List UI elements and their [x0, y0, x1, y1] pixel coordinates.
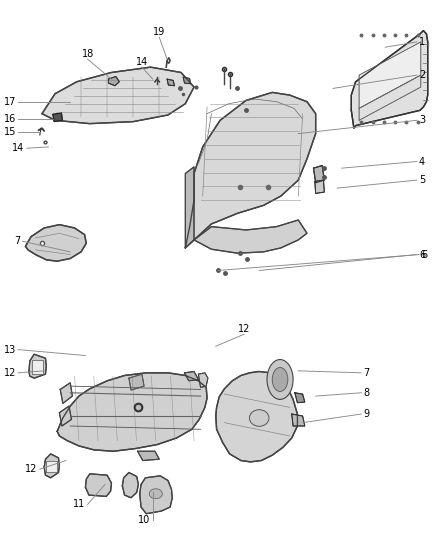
Text: 12: 12	[238, 324, 250, 334]
Polygon shape	[183, 77, 191, 84]
Text: 19: 19	[153, 27, 166, 37]
Polygon shape	[359, 75, 421, 120]
Polygon shape	[198, 373, 208, 387]
Polygon shape	[185, 92, 316, 248]
Text: 6: 6	[419, 249, 425, 260]
Text: 14: 14	[136, 57, 148, 67]
Polygon shape	[129, 374, 144, 390]
Text: 3: 3	[419, 115, 425, 125]
Text: 7: 7	[364, 368, 370, 378]
Text: 17: 17	[4, 96, 16, 107]
Polygon shape	[295, 393, 305, 403]
Circle shape	[267, 360, 293, 399]
Polygon shape	[184, 372, 198, 381]
Polygon shape	[359, 42, 421, 108]
Polygon shape	[138, 451, 159, 461]
Text: 1: 1	[419, 37, 425, 47]
Polygon shape	[85, 474, 112, 496]
Polygon shape	[44, 454, 60, 478]
Polygon shape	[140, 476, 172, 514]
Polygon shape	[46, 461, 57, 472]
Polygon shape	[60, 406, 71, 426]
Polygon shape	[25, 224, 86, 261]
Polygon shape	[314, 165, 325, 183]
Text: 15: 15	[4, 127, 16, 138]
Text: 4: 4	[419, 157, 425, 166]
Text: 14: 14	[12, 143, 25, 153]
Polygon shape	[57, 373, 207, 451]
Polygon shape	[216, 372, 297, 462]
Text: 7: 7	[14, 236, 20, 246]
Polygon shape	[42, 67, 194, 124]
Text: 12: 12	[25, 464, 38, 474]
Text: 12: 12	[4, 368, 16, 378]
Polygon shape	[292, 414, 305, 426]
Text: 16: 16	[4, 114, 16, 124]
Polygon shape	[32, 360, 43, 374]
Polygon shape	[185, 167, 194, 248]
Polygon shape	[29, 354, 46, 378]
Text: 5: 5	[419, 175, 425, 185]
Polygon shape	[60, 383, 72, 403]
Ellipse shape	[149, 489, 162, 499]
Polygon shape	[167, 79, 174, 86]
Polygon shape	[315, 180, 325, 193]
Text: 10: 10	[138, 515, 151, 526]
Text: 13: 13	[4, 344, 16, 354]
Text: 6: 6	[421, 249, 427, 260]
Text: 2: 2	[419, 70, 425, 80]
Text: 11: 11	[73, 499, 85, 510]
Text: 9: 9	[364, 409, 370, 419]
Circle shape	[272, 368, 288, 391]
Polygon shape	[122, 472, 138, 498]
Polygon shape	[194, 220, 307, 253]
Ellipse shape	[249, 410, 269, 426]
Polygon shape	[53, 113, 62, 122]
Text: 8: 8	[364, 388, 370, 398]
Polygon shape	[109, 76, 119, 86]
Polygon shape	[351, 30, 428, 128]
Text: 18: 18	[81, 49, 94, 59]
